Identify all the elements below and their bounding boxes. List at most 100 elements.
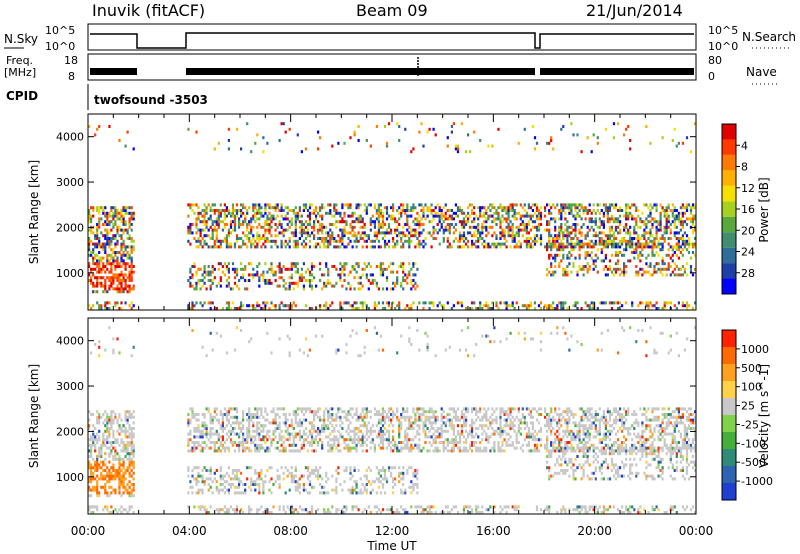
range-cell (118, 211, 121, 215)
range-cell (298, 209, 301, 212)
range-cell (122, 446, 125, 450)
range-cell (546, 273, 549, 277)
colorbar-tick-label: 20 (741, 224, 755, 237)
range-cell (361, 220, 364, 224)
range-cell (663, 209, 666, 212)
range-cell (104, 220, 107, 224)
range-cell (252, 234, 255, 238)
range-cell (278, 435, 281, 439)
range-cell (233, 209, 237, 212)
range-cell (310, 307, 314, 310)
range-cell (606, 239, 609, 243)
range-cell (402, 231, 405, 235)
range-cell (653, 265, 656, 268)
range-cell (102, 413, 105, 416)
range-cell (381, 273, 385, 277)
range-cell (276, 477, 279, 481)
nsearch-tick-top: 10^5 (708, 24, 738, 37)
range-cell (665, 211, 668, 215)
range-cell (313, 418, 316, 422)
range-cell (96, 432, 99, 436)
range-cell (629, 225, 632, 229)
range-cell (203, 432, 206, 436)
range-cell (88, 220, 91, 224)
range-cell (92, 443, 95, 447)
range-cell (471, 225, 474, 229)
range-cell (207, 488, 210, 492)
range-cell (120, 211, 123, 215)
range-cell (124, 287, 127, 291)
range-cell (410, 231, 413, 235)
range-cell (665, 209, 668, 212)
range-cell (657, 220, 660, 224)
range-cell (102, 441, 105, 444)
range-cell (292, 301, 295, 305)
range-cell (363, 234, 366, 238)
range-cell (339, 276, 342, 280)
range-cell (118, 455, 121, 458)
range-cell (260, 413, 263, 416)
range-cell (357, 206, 360, 210)
range-cell (209, 435, 212, 439)
range-cell (365, 304, 368, 308)
range-cell (558, 262, 561, 266)
range-cell (88, 279, 91, 282)
range-cell (677, 214, 680, 218)
range-cell (209, 273, 212, 277)
range-cell (592, 245, 595, 249)
range-cell (223, 485, 226, 489)
range-cell (410, 287, 413, 291)
range-cell (325, 427, 328, 430)
range-cell (104, 248, 107, 252)
range-cell (92, 511, 95, 514)
range-cell (341, 435, 344, 439)
range-cell (327, 410, 330, 414)
range-cell (102, 477, 105, 481)
range-cell (592, 209, 595, 212)
range-cell (381, 220, 385, 224)
range-cell (657, 228, 660, 232)
range-cell (507, 304, 510, 308)
range-cell (641, 253, 644, 257)
range-cell (128, 276, 131, 280)
range-cell (641, 273, 644, 277)
range-cell (527, 203, 530, 207)
range-cell (402, 203, 405, 207)
range-cell (349, 446, 352, 450)
range-cell (339, 267, 342, 271)
range-cell (582, 245, 585, 249)
range-cell (256, 413, 259, 416)
range-cell (519, 245, 522, 249)
range-cell (92, 262, 95, 266)
range-cell (122, 262, 125, 266)
range-cell (546, 228, 549, 232)
range-cell (227, 508, 230, 512)
range-cell (256, 234, 259, 238)
range-cell (203, 424, 206, 428)
range-cell (548, 237, 551, 240)
range-cell (264, 209, 267, 212)
range-cell (432, 304, 435, 308)
range-cell (116, 287, 119, 291)
range-cell (503, 234, 506, 238)
range-cell (546, 245, 549, 249)
range-cell (104, 290, 107, 294)
range-cell (280, 301, 283, 305)
range-cell (339, 239, 342, 243)
range-cell (355, 480, 358, 484)
range-cell (104, 429, 107, 433)
range-cell (361, 415, 364, 419)
range-cell (377, 421, 380, 425)
range-cell (227, 242, 230, 246)
range-cell (355, 485, 358, 489)
range-cell (98, 223, 101, 226)
range-cell (124, 273, 127, 277)
range-cell (205, 435, 208, 439)
range-cell (240, 262, 243, 266)
range-cell (98, 345, 101, 349)
range-cell (592, 267, 595, 271)
range-cell (92, 273, 95, 277)
range-cell (568, 251, 571, 254)
range-cell (223, 223, 226, 226)
range-cell (284, 304, 287, 308)
